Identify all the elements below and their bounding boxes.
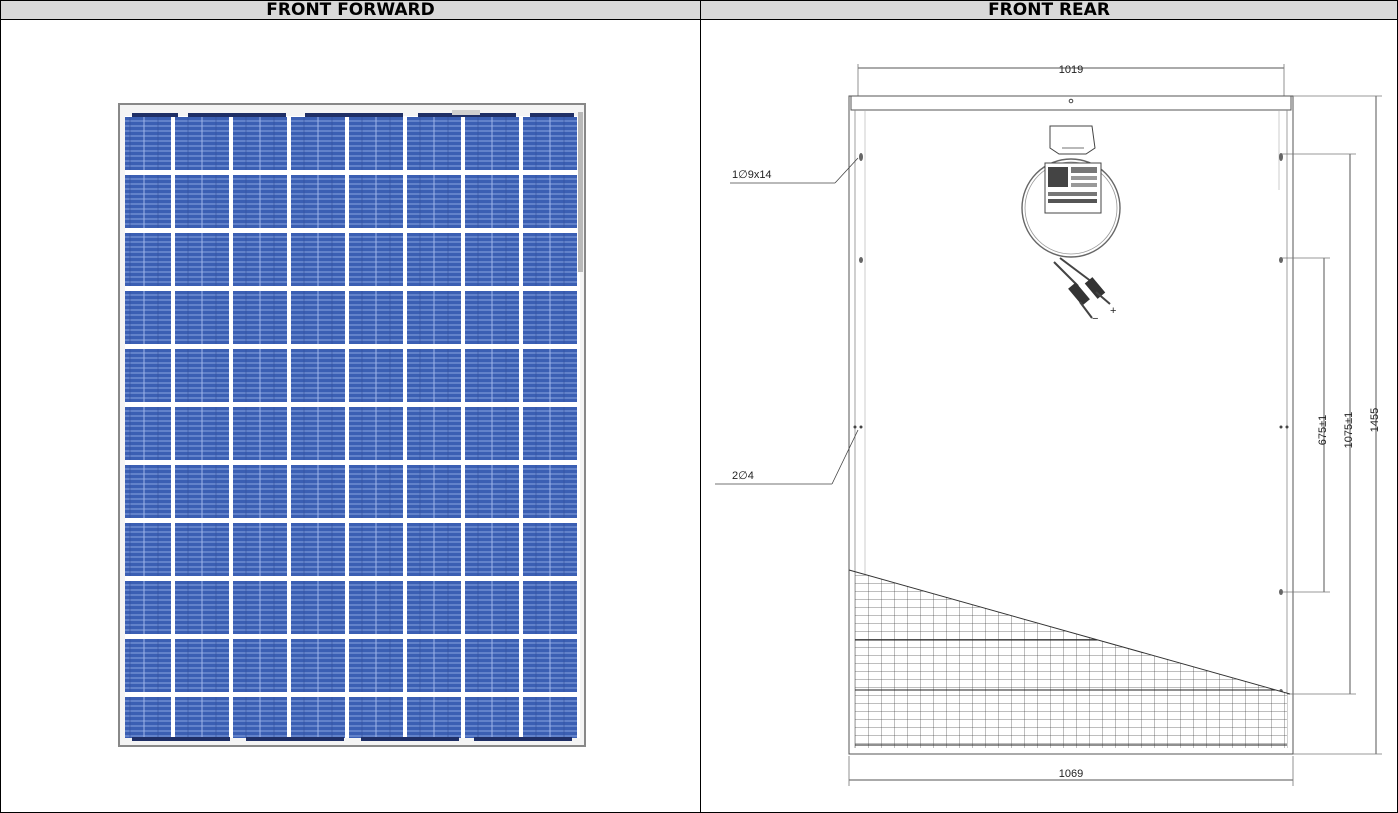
- rear-frame: [848, 95, 1294, 755]
- cable-loop: [1021, 158, 1121, 258]
- dim-mount-outer: 1075±1: [1343, 412, 1355, 449]
- header-front-rear: FRONT REAR: [700, 0, 1398, 20]
- dim-mount-inner: 675±1: [1317, 415, 1329, 446]
- label-slot: 1∅9x14: [732, 169, 772, 181]
- cutaway-cells: [855, 570, 1287, 748]
- dim-height: [1293, 95, 1382, 755]
- junction-box: [1049, 125, 1096, 155]
- minus-sign: −: [1092, 313, 1098, 325]
- dim-top-width: 1019: [1059, 64, 1083, 76]
- dim-height: 1455: [1369, 408, 1381, 432]
- cell-grid: [125, 116, 580, 738]
- label-holes: 2∅4: [732, 470, 754, 482]
- dim-bottom-width: 1069: [1059, 768, 1083, 780]
- plus-sign: +: [1110, 305, 1116, 317]
- connector-cables: [1053, 257, 1111, 319]
- dim-inner: [1282, 257, 1330, 593]
- dim-outer: [1282, 153, 1356, 695]
